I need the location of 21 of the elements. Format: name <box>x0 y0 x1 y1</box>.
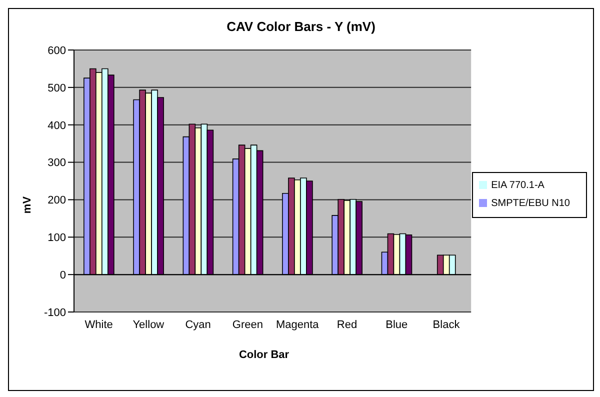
x-tick-label: Cyan <box>185 318 211 331</box>
y-tick-label: 200 <box>48 194 66 207</box>
x-tick-label: Yellow <box>132 318 164 331</box>
y-tick-label: 400 <box>48 120 66 132</box>
legend-label: EIA 770.1-A <box>491 180 544 191</box>
legend-label: SMPTE/EBU N10 <box>491 198 570 209</box>
x-tick-label: Blue <box>386 318 408 331</box>
y-tick-label: 0 <box>60 269 66 282</box>
y-tick-label: 600 <box>48 44 66 57</box>
x-tick-label: White <box>84 318 113 331</box>
y-tick-label: 500 <box>48 82 66 94</box>
y-tick-label: 100 <box>48 232 66 244</box>
y-tick-label: -100 <box>44 306 66 319</box>
y-axis-title: mV <box>22 196 34 214</box>
y-tick-label: 300 <box>48 157 66 170</box>
chart-title: CAV Color Bars - Y (mV) <box>226 19 376 34</box>
x-tick-label: Red <box>336 318 358 331</box>
x-tick-label: Black <box>432 318 460 331</box>
x-tick-label: Magenta <box>276 318 320 331</box>
x-axis-title: Color Bar <box>238 349 290 361</box>
x-tick-label: Green <box>232 318 264 331</box>
